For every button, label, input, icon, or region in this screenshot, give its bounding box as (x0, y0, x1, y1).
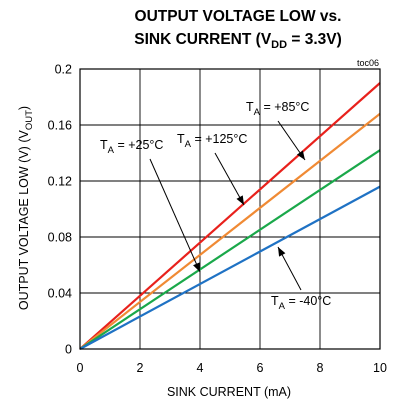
chart-title-line2: SINK CURRENT (VDD = 3.3V) (134, 31, 342, 51)
y-tick-label: 0.04 (48, 287, 72, 301)
x-tick-label: 0 (77, 361, 84, 375)
series-line (79, 185, 381, 350)
plot-frame (79, 68, 381, 350)
y-tick-label: 0.12 (48, 175, 72, 189)
x-tick-label: 8 (317, 361, 324, 375)
annotation-arrow (214, 152, 245, 206)
chart-reference: toc06 (357, 58, 379, 68)
annotation-arrowhead (278, 247, 286, 257)
annotation-arrowhead (296, 150, 305, 160)
chart-title-line1: OUTPUT VOLTAGE LOW vs. (135, 8, 342, 25)
x-tick-labels: 0 2 4 6 8 10 (77, 361, 387, 375)
annotations: TA = +85°C TA = +125°C TA = +25°C TA = -40°… (100, 100, 331, 312)
series-annotation: TA = +125°C (177, 132, 247, 150)
y-tick-label: 0.16 (48, 119, 72, 133)
x-tick-label: 6 (257, 361, 264, 375)
x-tick-label: 4 (197, 361, 204, 375)
series-line (79, 82, 381, 350)
series-lines (79, 82, 381, 350)
y-tick-label: 0 (65, 343, 72, 357)
series-annotation: TA = -40°C (271, 294, 331, 312)
y-tick-label: 0.2 (55, 63, 72, 77)
annotation-arrowhead (236, 195, 244, 205)
y-axis-label: OUTPUT VOLTAGE LOW (V) (VOUT) (17, 106, 35, 310)
grid (79, 68, 381, 350)
y-tick-label: 0.08 (48, 231, 72, 245)
annotation-arrowhead (193, 262, 200, 272)
series-line (79, 149, 381, 350)
series-line (79, 112, 381, 350)
x-tick-label: 2 (137, 361, 144, 375)
series-annotation: TA = +85°C (246, 100, 309, 118)
series-annotation: TA = +25°C (100, 138, 163, 156)
y-tick-labels: 0 0.04 0.08 0.12 0.16 0.2 (48, 63, 72, 357)
x-axis-label: SINK CURRENT (mA) (167, 385, 291, 399)
annotation-arrow (149, 158, 201, 273)
x-tick-label: 10 (373, 361, 387, 375)
